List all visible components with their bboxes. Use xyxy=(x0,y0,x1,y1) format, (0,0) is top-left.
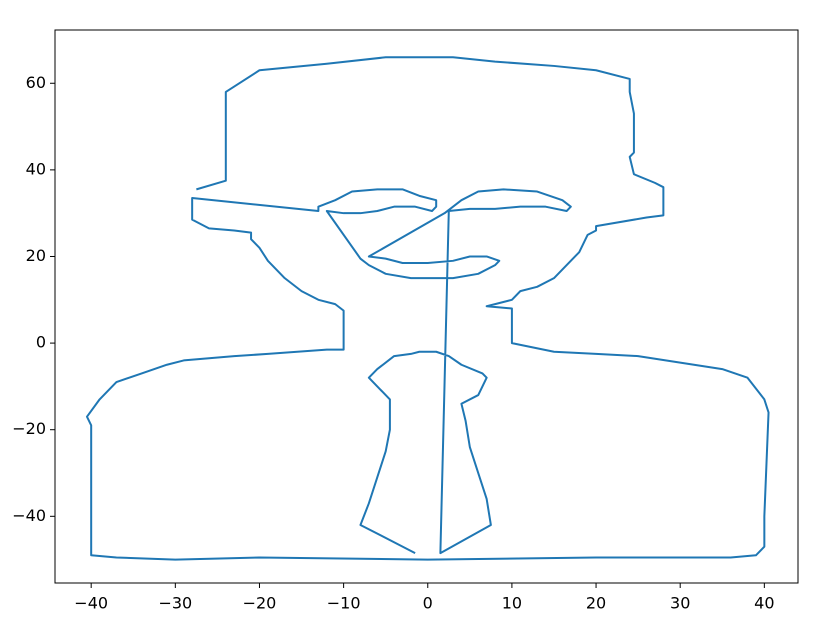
y-tick-label: −20 xyxy=(12,419,46,438)
y-tick-label: 20 xyxy=(26,246,46,265)
x-tick-label: −10 xyxy=(327,594,361,613)
x-tick-label: 30 xyxy=(670,594,690,613)
x-tick-label: −20 xyxy=(243,594,277,613)
x-tick-label: 10 xyxy=(502,594,522,613)
y-tick-label: 0 xyxy=(36,333,46,352)
y-tick-label: −40 xyxy=(12,506,46,525)
y-tick-label: 60 xyxy=(26,73,46,92)
x-tick-label: 40 xyxy=(754,594,774,613)
x-tick-label: −40 xyxy=(74,594,108,613)
data-line xyxy=(85,56,770,561)
plot-frame xyxy=(54,29,799,584)
x-tick-label: 0 xyxy=(423,594,433,613)
x-tick-label: 20 xyxy=(586,594,606,613)
y-tick-label: 40 xyxy=(26,159,46,178)
x-tick-label: −30 xyxy=(158,594,192,613)
